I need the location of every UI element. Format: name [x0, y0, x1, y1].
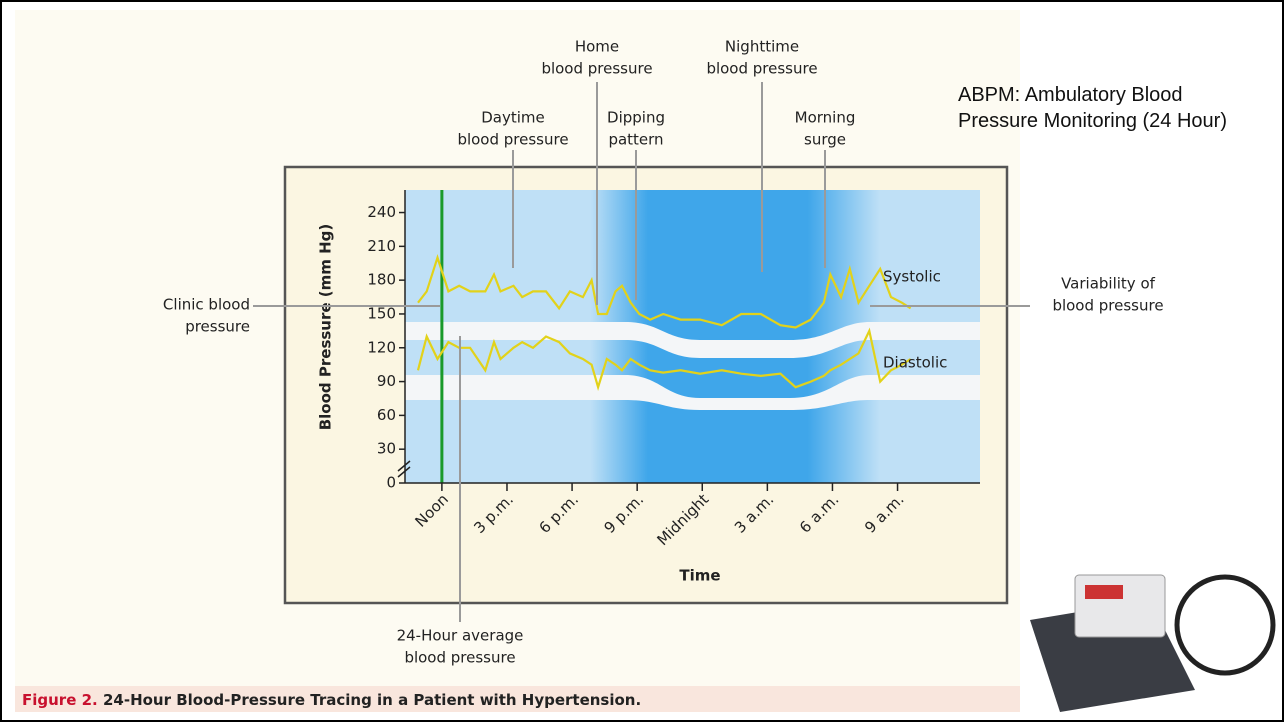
y-tick-label: 90 — [377, 372, 396, 390]
annotation: blood pressure — [706, 60, 817, 78]
y-tick-label: 0 — [386, 474, 396, 492]
abpm-device — [1030, 574, 1276, 712]
monitor-label — [1085, 585, 1123, 599]
tube — [1174, 574, 1276, 676]
series-label: Systolic — [883, 268, 941, 286]
annotation: pattern — [608, 131, 663, 149]
caption-label: Figure 2. — [22, 691, 98, 709]
annotation: blood pressure — [541, 60, 652, 78]
caption-bar — [15, 686, 1020, 712]
annotation: Morning — [795, 109, 856, 127]
annotation: blood pressure — [457, 131, 568, 149]
y-tick-label: 60 — [377, 406, 396, 424]
caption-text: Figure 2. 24-Hour Blood-Pressure Tracing… — [22, 691, 641, 709]
annotation: Variability of — [1061, 275, 1156, 293]
y-tick-label: 210 — [367, 237, 396, 255]
axis-break — [397, 460, 411, 478]
annotation: Daytime — [481, 109, 545, 127]
y-tick-label: 120 — [367, 338, 396, 356]
y-tick-label: 240 — [367, 203, 396, 221]
slide-note: ABPM: Ambulatory Blood Pressure Monitori… — [958, 84, 1227, 132]
y-axis-label: Blood Pressure (mm Hg) — [317, 224, 335, 431]
annotation: Nighttime — [725, 38, 799, 56]
y-tick-label: 180 — [367, 271, 396, 289]
annotation: blood pressure — [1052, 297, 1163, 315]
monitor — [1074, 574, 1166, 638]
plot-background — [405, 190, 980, 483]
annotation: Clinic blood — [163, 296, 250, 314]
normal-range-band — [405, 375, 980, 410]
x-axis-label: Time — [679, 567, 720, 585]
series-line — [417, 254, 912, 329]
annotation: pressure — [185, 318, 250, 336]
series-line — [416, 327, 912, 392]
y-tick-label: 30 — [377, 440, 396, 458]
annotation: 24-Hour average — [397, 627, 524, 645]
annotation: Home — [575, 38, 619, 56]
series-label: Diastolic — [883, 354, 947, 372]
annotation: Dipping — [607, 109, 665, 127]
normal-range-band — [405, 322, 980, 358]
annotation: blood pressure — [404, 649, 515, 667]
annotation: surge — [804, 131, 846, 149]
caption: 24-Hour Blood-Pressure Tracing in a Pati… — [103, 691, 641, 709]
y-tick-label: 150 — [367, 304, 396, 322]
